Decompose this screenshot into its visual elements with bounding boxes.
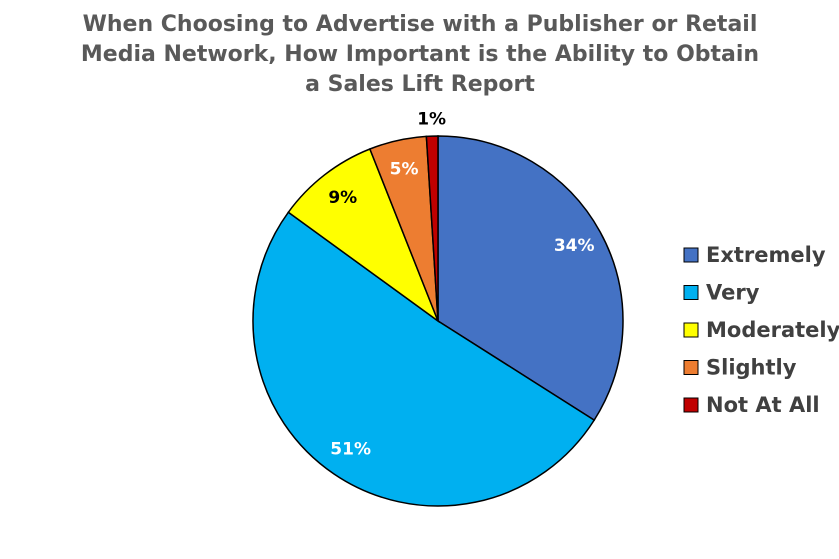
data-label: 9% <box>328 188 357 208</box>
pie-slice <box>252 211 596 507</box>
pie-slice <box>287 148 440 324</box>
pie-slice <box>437 135 624 422</box>
legend-swatch <box>683 247 699 263</box>
legend-label: Very <box>706 281 760 305</box>
pie-slice <box>425 135 439 322</box>
legend-label: Slightly <box>706 356 797 380</box>
legend-label: Extremely <box>706 243 826 267</box>
data-label: 51% <box>330 440 371 460</box>
legend-label: Moderately <box>706 318 839 342</box>
legend-swatch <box>683 285 699 300</box>
data-label: 1% <box>417 109 446 129</box>
chart-title: When Choosing to Advertise with a Publis… <box>80 12 760 97</box>
legend-swatch <box>683 360 699 375</box>
data-label: 34% <box>554 236 595 256</box>
data-label: 5% <box>390 159 419 179</box>
legend-swatch <box>683 397 699 413</box>
legend-swatch <box>683 322 699 338</box>
legend-label: Not At All <box>706 393 820 417</box>
